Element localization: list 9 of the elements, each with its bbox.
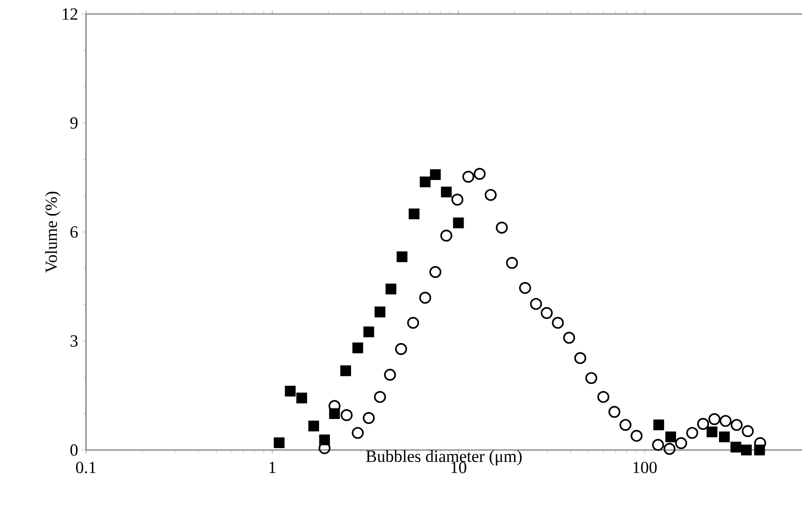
x-tick-label: 100 (633, 462, 657, 474)
x-tick-label: 1 (269, 462, 276, 473)
y-tick-label: 6 (70, 226, 78, 238)
x-tick-label: 0.1 (76, 462, 96, 474)
y-tick-label: 9 (70, 117, 78, 129)
y-tick-label: 12 (62, 8, 78, 20)
y-tick-label: 0 (70, 444, 78, 456)
y-tick-label: 3 (70, 335, 78, 347)
y-axis-title: Volume (%) (45, 192, 60, 273)
